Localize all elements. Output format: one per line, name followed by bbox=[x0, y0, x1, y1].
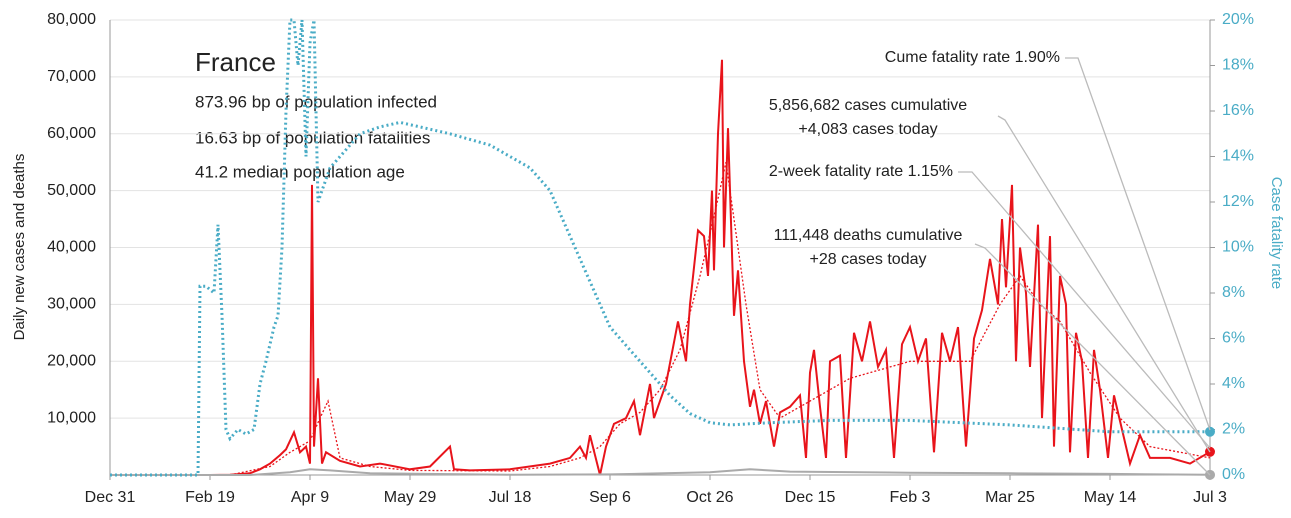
y-tick-label: 70,000 bbox=[47, 68, 96, 85]
y2-tick-label: 14% bbox=[1222, 148, 1254, 165]
y-tick-label: 80,000 bbox=[47, 11, 96, 28]
x-tick-label: Jul 18 bbox=[489, 489, 532, 506]
y2-tick-label: 4% bbox=[1222, 375, 1245, 392]
series-line bbox=[110, 18, 1210, 477]
y-tick-label: 60,000 bbox=[47, 125, 96, 142]
y2-tick-label: 0% bbox=[1222, 466, 1245, 483]
y2-tick-label: 12% bbox=[1222, 193, 1254, 210]
x-tick-label: Dec 15 bbox=[785, 489, 836, 506]
y2-tick-label: 2% bbox=[1222, 421, 1245, 438]
series-line bbox=[110, 162, 1211, 476]
annotation: 111,448 deaths cumulative bbox=[774, 227, 963, 244]
leader-line bbox=[997, 115, 1211, 453]
y2-axis-label: Case fatality rate bbox=[1268, 177, 1285, 290]
y-tick-label: 40,000 bbox=[47, 239, 96, 256]
y-tick-label: 30,000 bbox=[47, 296, 96, 313]
y-tick-label: 20,000 bbox=[47, 352, 96, 369]
chart-title: France bbox=[195, 47, 276, 77]
leader-line bbox=[1065, 57, 1211, 431]
annotation: Cume fatality rate 1.90% bbox=[885, 49, 1060, 66]
x-tick-label: Oct 26 bbox=[686, 489, 733, 506]
annotation: +4,083 cases today bbox=[798, 121, 937, 138]
annotation: 2-week fatality rate 1.15% bbox=[769, 163, 953, 180]
y-axis-label: Daily new cases and deaths bbox=[11, 154, 28, 341]
leader-line bbox=[974, 243, 1211, 476]
x-tick-label: Jul 3 bbox=[1193, 489, 1227, 506]
annotation: 5,856,682 cases cumulative bbox=[769, 97, 967, 114]
leader-line bbox=[958, 171, 1211, 449]
x-tick-label: May 29 bbox=[384, 489, 437, 506]
y2-tick-label: 18% bbox=[1222, 57, 1254, 74]
end-marker bbox=[1205, 426, 1215, 437]
y2-tick-label: 20% bbox=[1222, 11, 1254, 28]
y-tick-label: 10,000 bbox=[47, 409, 96, 426]
y2-tick-label: 10% bbox=[1222, 239, 1254, 256]
y-tick-label: 50,000 bbox=[47, 182, 96, 199]
x-tick-label: Apr 9 bbox=[291, 489, 329, 506]
annotation: +28 cases today bbox=[810, 251, 927, 268]
x-tick-label: Dec 31 bbox=[85, 489, 136, 506]
info-line: 16.63 bp of population fatalities bbox=[195, 128, 430, 147]
x-tick-label: May 14 bbox=[1084, 489, 1137, 506]
y2-tick-label: 6% bbox=[1222, 330, 1245, 347]
x-tick-label: Sep 6 bbox=[589, 489, 631, 506]
y2-tick-label: 16% bbox=[1222, 102, 1254, 119]
x-tick-label: Mar 25 bbox=[985, 489, 1035, 506]
series-line bbox=[110, 59, 1211, 476]
x-tick-label: Feb 3 bbox=[890, 489, 931, 506]
info-line: 41.2 median population age bbox=[195, 162, 405, 181]
y2-tick-label: 8% bbox=[1222, 284, 1245, 301]
x-tick-label: Feb 19 bbox=[185, 489, 235, 506]
series-line bbox=[110, 468, 1211, 476]
